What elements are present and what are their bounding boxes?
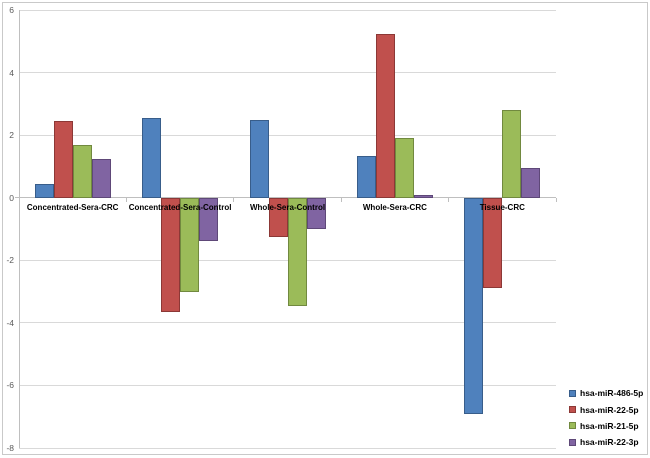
bar-hsa-miR-21-5p-Whole-Sera-CRC bbox=[394, 138, 414, 198]
bar-hsa-miR-22-5p-Whole-Sera-CRC bbox=[375, 33, 395, 198]
gridline bbox=[19, 72, 556, 74]
bar-hsa-miR-21-5p-Concentrated-Sera-CRC bbox=[72, 144, 92, 198]
bar-hsa-miR-486-5p-Whole-Sera-Control bbox=[249, 119, 269, 198]
gridline bbox=[19, 447, 556, 449]
y-tick-label: 0 bbox=[9, 192, 14, 203]
category-label: Whole-Sera-CRC bbox=[362, 202, 427, 212]
legend-marker-hsa-miR-21-5p bbox=[569, 422, 576, 430]
legend-label: hsa-miR-21-5p bbox=[580, 420, 639, 431]
gridline bbox=[19, 9, 556, 11]
y-tick-label: -4 bbox=[6, 317, 14, 328]
category-label: Concentrated-Sera-CRC bbox=[26, 202, 119, 212]
y-tick-label: -2 bbox=[6, 255, 14, 266]
bar-hsa-miR-486-5p-Tissue-CRC bbox=[464, 197, 484, 414]
bar-hsa-miR-486-5p-Concentrated-Sera-CRC bbox=[34, 183, 54, 198]
legend-label: hsa-miR-22-3p bbox=[580, 437, 639, 448]
category-label: Whole-Sera-Control bbox=[249, 202, 326, 212]
bar-hsa-miR-22-3p-Concentrated-Sera-Control bbox=[199, 197, 219, 242]
legend-item: hsa-miR-486-5p bbox=[569, 385, 643, 401]
y-tick-label: -8 bbox=[6, 443, 14, 453]
legend-marker-hsa-miR-486-5p bbox=[569, 389, 576, 397]
legend-item: hsa-miR-22-3p bbox=[569, 434, 643, 450]
category-label: Concentrated-Sera-Control bbox=[128, 202, 232, 212]
category-tick bbox=[555, 197, 557, 202]
y-tick-label: 6 bbox=[9, 5, 14, 15]
bar-hsa-miR-21-5p-Tissue-CRC bbox=[502, 110, 522, 198]
y-tick-label: -6 bbox=[6, 380, 14, 391]
bar-hsa-miR-486-5p-Concentrated-Sera-Control bbox=[142, 117, 162, 198]
y-axis-tick bbox=[15, 197, 19, 199]
bar-hsa-miR-22-3p-Whole-Sera-Control bbox=[306, 197, 326, 229]
category-tick bbox=[125, 197, 127, 202]
category-tick bbox=[18, 197, 20, 202]
bar-hsa-miR-22-3p-Whole-Sera-CRC bbox=[413, 194, 433, 198]
bar-hsa-miR-22-3p-Tissue-CRC bbox=[521, 168, 541, 198]
legend-item: hsa-miR-22-5p bbox=[569, 401, 643, 417]
bar-hsa-miR-486-5p-Whole-Sera-CRC bbox=[356, 155, 376, 198]
legend-marker-hsa-miR-22-3p bbox=[569, 438, 576, 446]
bar-hsa-miR-21-5p-Whole-Sera-Control bbox=[287, 197, 307, 306]
bar-hsa-miR-22-5p-Tissue-CRC bbox=[483, 197, 503, 289]
bar-hsa-miR-22-5p-Concentrated-Sera-CRC bbox=[53, 121, 73, 198]
legend-marker-hsa-miR-22-5p bbox=[569, 406, 576, 414]
bar-hsa-miR-22-5p-Whole-Sera-Control bbox=[268, 197, 288, 237]
legend-item: hsa-miR-21-5p bbox=[569, 418, 643, 434]
bar-hsa-miR-21-5p-Concentrated-Sera-Control bbox=[180, 197, 200, 292]
legend-label: hsa-miR-22-5p bbox=[580, 404, 639, 415]
legend-label: hsa-miR-486-5p bbox=[580, 388, 644, 399]
bar-hsa-miR-22-5p-Concentrated-Sera-Control bbox=[161, 197, 181, 312]
category-tick bbox=[340, 197, 342, 202]
y-tick-label: 2 bbox=[9, 130, 14, 141]
y-tick-label: 4 bbox=[9, 67, 14, 78]
category-label: Tissue-CRC bbox=[479, 202, 525, 212]
gridline bbox=[19, 322, 556, 324]
gridline bbox=[19, 384, 556, 386]
y-axis-line bbox=[19, 10, 20, 448]
gridline bbox=[19, 134, 556, 136]
legend: hsa-miR-486-5p hsa-miR-22-5p hsa-miR-21-5p… bbox=[569, 385, 643, 451]
category-tick bbox=[233, 197, 235, 202]
category-tick bbox=[448, 197, 450, 202]
bar-hsa-miR-22-3p-Concentrated-Sera-CRC bbox=[91, 158, 111, 198]
